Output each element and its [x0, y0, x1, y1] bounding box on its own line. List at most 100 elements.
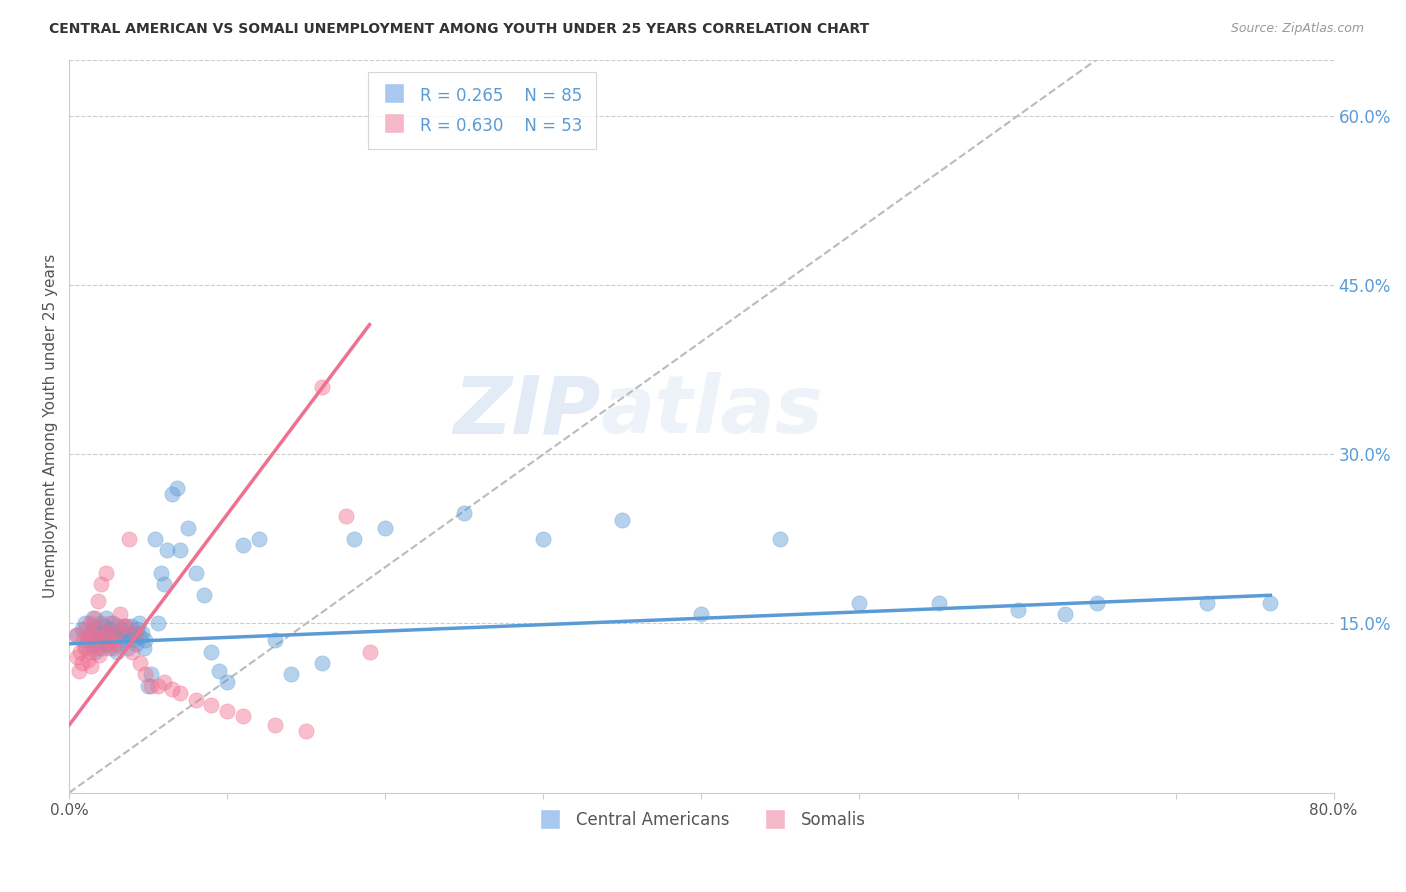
Point	[280, 667, 302, 681]
Point	[65, 628, 87, 642]
Point	[121, 645, 143, 659]
Point	[263, 718, 285, 732]
Point	[136, 679, 159, 693]
Point	[97, 637, 120, 651]
Point	[160, 681, 183, 696]
Point	[232, 537, 254, 551]
Point	[90, 616, 112, 631]
Point	[335, 509, 357, 524]
Point	[96, 625, 118, 640]
Point	[105, 625, 128, 640]
Point	[169, 543, 191, 558]
Point	[73, 639, 96, 653]
Point	[690, 607, 713, 622]
Point	[83, 611, 105, 625]
Point	[101, 633, 124, 648]
Point	[82, 628, 104, 642]
Point	[1007, 603, 1029, 617]
Point	[79, 645, 101, 659]
Point	[77, 633, 100, 648]
Point	[127, 622, 149, 636]
Point	[141, 667, 163, 681]
Point	[104, 625, 127, 640]
Text: atlas: atlas	[600, 373, 823, 450]
Point	[111, 622, 134, 636]
Point	[531, 532, 554, 546]
Point	[193, 588, 215, 602]
Point	[1053, 607, 1076, 622]
Point	[105, 619, 128, 633]
Point	[129, 656, 152, 670]
Point	[66, 650, 89, 665]
Point	[103, 633, 125, 648]
Point	[928, 596, 950, 610]
Point	[107, 630, 129, 644]
Point	[84, 633, 107, 648]
Point	[96, 637, 118, 651]
Point	[128, 616, 150, 631]
Point	[79, 630, 101, 644]
Point	[73, 616, 96, 631]
Point	[118, 532, 141, 546]
Point	[184, 566, 207, 580]
Point	[311, 379, 333, 393]
Point	[156, 543, 179, 558]
Point	[359, 645, 381, 659]
Point	[86, 628, 108, 642]
Point	[169, 686, 191, 700]
Point	[153, 675, 176, 690]
Point	[122, 628, 145, 642]
Point	[115, 619, 138, 633]
Point	[70, 656, 93, 670]
Point	[72, 633, 94, 648]
Point	[86, 641, 108, 656]
Point	[217, 705, 239, 719]
Point	[67, 664, 90, 678]
Text: Source: ZipAtlas.com: Source: ZipAtlas.com	[1230, 22, 1364, 36]
Point	[93, 633, 115, 648]
Point	[114, 619, 136, 633]
Point	[94, 566, 117, 580]
Point	[143, 532, 166, 546]
Point	[184, 693, 207, 707]
Point	[769, 532, 792, 546]
Point	[200, 645, 222, 659]
Point	[91, 625, 114, 640]
Point	[200, 698, 222, 712]
Point	[117, 641, 139, 656]
Y-axis label: Unemployment Among Youth under 25 years: Unemployment Among Youth under 25 years	[44, 254, 58, 599]
Point	[110, 639, 132, 653]
Point	[77, 652, 100, 666]
Point	[70, 622, 93, 636]
Point	[1197, 596, 1219, 610]
Point	[83, 645, 105, 659]
Point	[97, 622, 120, 636]
Point	[98, 616, 121, 631]
Point	[311, 656, 333, 670]
Point	[134, 633, 156, 648]
Point	[103, 641, 125, 656]
Point	[149, 566, 172, 580]
Point	[66, 628, 89, 642]
Point	[104, 637, 127, 651]
Point	[103, 616, 125, 631]
Point	[129, 630, 152, 644]
Point	[166, 481, 188, 495]
Point	[295, 723, 318, 738]
Point	[848, 596, 870, 610]
Point	[111, 619, 134, 633]
Point	[153, 577, 176, 591]
Point	[91, 641, 114, 656]
Point	[96, 628, 118, 642]
Point	[160, 487, 183, 501]
Point	[94, 611, 117, 625]
Point	[115, 628, 138, 642]
Point	[114, 633, 136, 648]
Point	[79, 616, 101, 631]
Point	[134, 667, 156, 681]
Point	[86, 594, 108, 608]
Point	[80, 659, 103, 673]
Point	[76, 630, 98, 644]
Point	[82, 639, 104, 653]
Point	[105, 645, 128, 659]
